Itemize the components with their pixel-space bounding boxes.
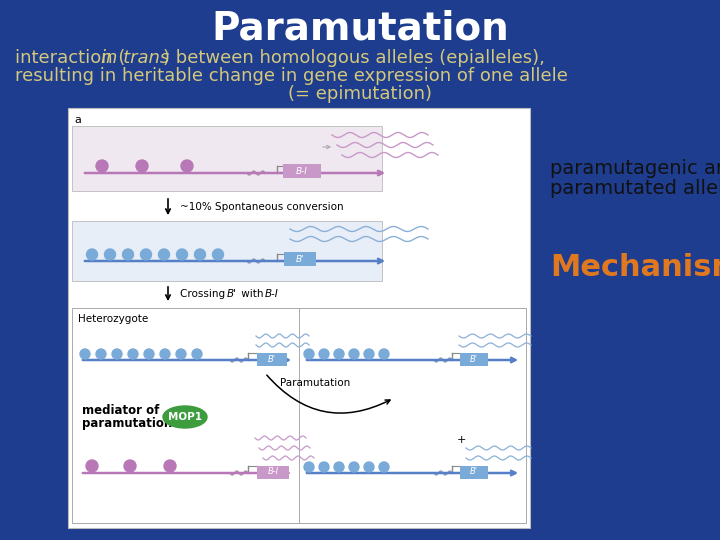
Circle shape [86, 249, 97, 260]
Circle shape [80, 349, 90, 359]
FancyBboxPatch shape [72, 221, 382, 281]
Circle shape [304, 349, 314, 359]
Circle shape [364, 349, 374, 359]
Circle shape [319, 349, 329, 359]
Circle shape [124, 460, 136, 472]
Text: B': B' [470, 468, 478, 476]
Circle shape [364, 462, 374, 472]
Circle shape [144, 349, 154, 359]
Text: Paramutation: Paramutation [211, 9, 509, 47]
Text: paramutagenic and: paramutagenic and [550, 159, 720, 178]
Text: mediator of: mediator of [82, 404, 159, 417]
Circle shape [158, 249, 169, 260]
Circle shape [334, 349, 344, 359]
Text: a: a [74, 115, 81, 125]
Text: ) between homologous alleles (epialleles),: ) between homologous alleles (epialleles… [163, 49, 545, 67]
Text: resulting in heritable change in gene expression of one allele: resulting in heritable change in gene ex… [15, 67, 568, 85]
Circle shape [379, 349, 389, 359]
FancyBboxPatch shape [72, 308, 526, 523]
Circle shape [112, 349, 122, 359]
Circle shape [192, 349, 202, 359]
Text: B': B' [268, 354, 276, 363]
Bar [283, 164, 321, 178]
Bar [460, 465, 488, 478]
Circle shape [379, 462, 389, 472]
Text: paramutation: paramutation [82, 417, 172, 430]
Text: +: + [457, 435, 467, 445]
Text: Paramutation: Paramutation [280, 378, 350, 388]
Text: Crossing: Crossing [180, 289, 228, 299]
Circle shape [140, 249, 151, 260]
Text: (= epimutation): (= epimutation) [288, 85, 432, 103]
Bar [257, 465, 289, 478]
Text: MOP1: MOP1 [168, 412, 202, 422]
Circle shape [349, 462, 359, 472]
Text: B': B' [296, 254, 305, 264]
Text: Mechanism?: Mechanism? [550, 253, 720, 282]
Circle shape [128, 349, 138, 359]
Circle shape [304, 462, 314, 472]
Circle shape [176, 249, 187, 260]
Text: B-I: B-I [265, 289, 279, 299]
Circle shape [212, 249, 223, 260]
Circle shape [96, 160, 108, 172]
Circle shape [96, 349, 106, 359]
Bar [460, 353, 488, 366]
Text: in trans: in trans [101, 49, 169, 67]
Text: B-I: B-I [267, 468, 279, 476]
Text: B': B' [470, 354, 478, 363]
Circle shape [181, 160, 193, 172]
Circle shape [160, 349, 170, 359]
Text: B': B' [227, 289, 237, 299]
FancyBboxPatch shape [72, 126, 382, 191]
Bar [257, 353, 287, 366]
Circle shape [334, 462, 344, 472]
Bar [284, 252, 316, 266]
Circle shape [104, 249, 115, 260]
Text: B-I: B-I [296, 166, 308, 176]
Circle shape [319, 462, 329, 472]
Circle shape [122, 249, 133, 260]
Text: interaction (: interaction ( [15, 49, 125, 67]
Circle shape [136, 160, 148, 172]
Text: ~10% Spontaneous conversion: ~10% Spontaneous conversion [180, 202, 343, 212]
Circle shape [194, 249, 205, 260]
Circle shape [86, 460, 98, 472]
Circle shape [349, 349, 359, 359]
Circle shape [176, 349, 186, 359]
Text: paramutated allele: paramutated allele [550, 179, 720, 198]
Text: with: with [238, 289, 266, 299]
FancyBboxPatch shape [68, 108, 530, 528]
Text: Heterozygote: Heterozygote [78, 314, 148, 324]
Ellipse shape [163, 406, 207, 428]
Circle shape [164, 460, 176, 472]
